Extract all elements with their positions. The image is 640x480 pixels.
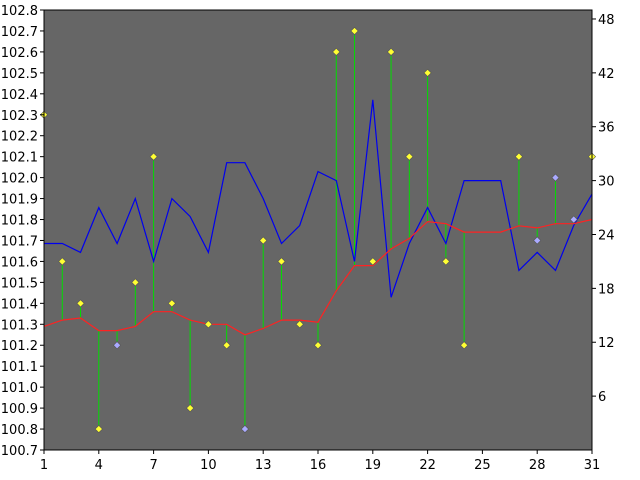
y-left-tick-label: 102.8 — [1, 4, 38, 19]
diamond-marker — [350, 26, 359, 35]
y-left-tick-label: 100.9 — [1, 402, 38, 417]
y-left-tick-label: 102.5 — [1, 67, 38, 82]
y-left-tick-label: 100.8 — [1, 423, 38, 438]
x-tick-label: 25 — [474, 458, 491, 473]
y-left-tick-label: 100.7 — [1, 444, 38, 459]
x-tick-label: 10 — [200, 458, 217, 473]
x-tick-label: 31 — [584, 458, 601, 473]
y-right-tick-label: 24 — [598, 228, 615, 243]
y-right-tick-label: 36 — [598, 121, 615, 136]
lines-layer — [43, 99, 593, 336]
y-left-tick-label: 101.4 — [1, 297, 38, 312]
y-left-tick-label: 101.3 — [1, 318, 38, 333]
blue-series-line — [44, 99, 593, 298]
diamond-marker — [222, 341, 231, 350]
diamond-marker — [131, 278, 140, 287]
y-right-tick-label: 18 — [598, 282, 615, 297]
x-tick-label: 7 — [149, 458, 157, 473]
diamond-marker — [387, 47, 396, 56]
y-left-tick-label: 102.6 — [1, 46, 38, 61]
y-right-tick-label: 30 — [598, 175, 615, 190]
diamond-marker — [423, 68, 432, 77]
red-series-line — [43, 218, 593, 336]
y-left-tick-label: 101.5 — [1, 276, 38, 291]
diamond-marker — [313, 341, 323, 350]
y-left-tick-label: 102.0 — [1, 172, 38, 187]
x-tick-label: 19 — [365, 458, 382, 473]
y-left-tick-label: 102.3 — [1, 109, 38, 124]
diamond-marker — [569, 215, 578, 224]
diamond-marker — [368, 257, 377, 266]
diamond-marker — [533, 236, 542, 245]
diamond-marker — [204, 320, 213, 329]
axes-layer: 100.7 100.8 100.9 101.0 101.1 101.2 101.3 101.4… — [1, 4, 615, 473]
diamond-marker — [514, 152, 523, 161]
y-left-tick-label: 102.2 — [1, 130, 38, 145]
diamond-marker — [332, 47, 341, 56]
y-left-tick-label: 101.7 — [1, 234, 38, 249]
stems-layer — [43, 30, 593, 430]
y-left-tick-label: 102.7 — [1, 25, 38, 40]
y-right-tick-label: 42 — [598, 67, 615, 82]
diamond-marker — [58, 257, 67, 266]
diamond-marker — [167, 299, 176, 308]
diamond-marker — [149, 152, 158, 161]
y-left-tick-label: 101.0 — [1, 381, 38, 396]
x-tick-label: 4 — [95, 458, 103, 473]
diamond-marker — [76, 299, 85, 308]
x-tick-label: 22 — [419, 458, 436, 473]
diamond-marker — [113, 341, 122, 350]
diamond-marker — [277, 257, 286, 266]
y-left-tick-label: 102.1 — [1, 151, 38, 166]
y-left-tick-label: 101.9 — [1, 193, 38, 208]
diamond-marker — [259, 236, 268, 245]
y-left-tick-label: 101.2 — [1, 339, 38, 354]
y-left-tick-label: 101.6 — [1, 255, 38, 270]
y-left-tick-label: 101.8 — [1, 214, 38, 229]
y-left-tick-label: 102.4 — [1, 88, 38, 103]
x-tick-label: 13 — [255, 458, 272, 473]
diamond-marker — [551, 173, 560, 182]
x-tick-label: 28 — [529, 458, 546, 473]
diamond-marker — [405, 152, 414, 161]
diamond-marker — [240, 425, 249, 434]
plot-background — [44, 10, 592, 450]
y-right-tick-label: 12 — [598, 336, 615, 351]
diamond-marker — [441, 257, 450, 266]
y-right-tick-label: 48 — [598, 13, 615, 28]
diamond-marker — [295, 320, 304, 329]
y-right-tick-label: 6 — [598, 390, 606, 405]
x-tick-label: 1 — [40, 458, 48, 473]
x-tick-label: 16 — [310, 458, 327, 473]
y-left-tick-label: 101.1 — [1, 360, 38, 375]
diamond-marker — [460, 341, 469, 350]
diamond-marker — [186, 404, 195, 413]
diamond-marker — [94, 425, 103, 434]
